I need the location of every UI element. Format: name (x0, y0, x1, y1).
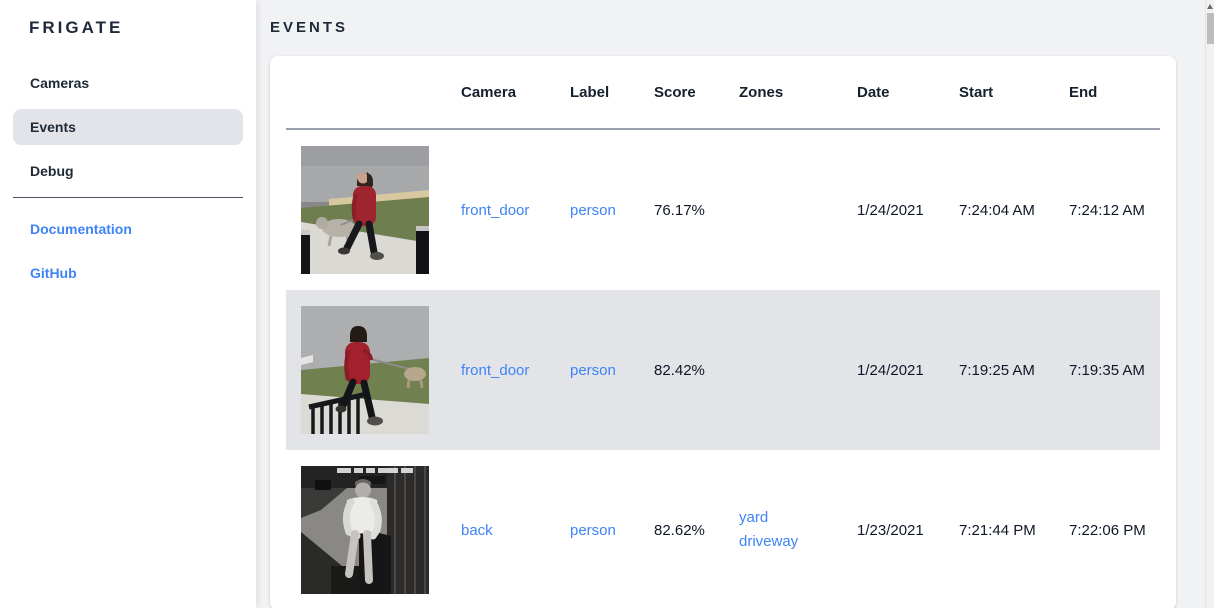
thumbnail-cell (286, 146, 461, 274)
table-header-row: Camera Label Score Zones Date Start End (286, 56, 1160, 130)
sidebar-item-cameras[interactable]: Cameras (13, 61, 243, 105)
thumbnail-cell (286, 466, 461, 594)
start-cell: 7:19:25 AM (959, 361, 1035, 379)
scroll-up-arrow-icon[interactable] (1207, 4, 1213, 9)
camera-cell: front_door (461, 202, 570, 219)
column-header-camera: Camera (461, 83, 517, 101)
zone-link-yard[interactable]: yard (739, 509, 769, 526)
date-cell: 1/23/2021 (857, 521, 924, 539)
score-cell: 82.62% (654, 521, 705, 539)
event-thumbnail-man-night[interactable] (301, 466, 429, 594)
sidebar-nav: Cameras Events Debug (0, 61, 256, 193)
sidebar-item-label: Events (30, 119, 76, 135)
camera-cell: back (461, 522, 570, 539)
sidebar-item-events[interactable]: Events (13, 109, 243, 145)
page-title: EVENTS (270, 19, 349, 36)
label-link[interactable]: person (570, 361, 616, 379)
event-thumbnail-woman-red-hoodie[interactable] (301, 306, 429, 434)
main-content: EVENTS Camera Label Score Zones Date Sta… (256, 0, 1214, 608)
sidebar-divider (13, 197, 243, 198)
sidebar-link-label: GitHub (30, 265, 77, 281)
camera-link[interactable]: front_door (461, 361, 530, 379)
label-cell: person (570, 202, 654, 219)
sidebar-item-label: Cameras (30, 75, 90, 91)
event-thumbnail-woman-red-coat[interactable] (301, 146, 429, 274)
date-cell: 1/24/2021 (857, 201, 924, 219)
camera-link[interactable]: front_door (461, 201, 530, 219)
scrollbar-thumb[interactable] (1207, 13, 1214, 44)
sidebar-links: Documentation GitHub (0, 207, 256, 295)
table-row[interactable]: back person 82.62% yard driveway 1/23/20… (286, 450, 1160, 608)
table-row[interactable]: front_door person 76.17% 1/24/2021 7:24:… (286, 130, 1160, 290)
score-cell: 76.17% (654, 201, 705, 219)
column-header-start: Start (959, 83, 994, 101)
start-cell: 7:24:04 AM (959, 201, 1035, 219)
thumbnail-image (301, 306, 429, 434)
thumbnail-image (301, 146, 429, 274)
sidebar: FRIGATE Cameras Events Debug Documentati… (0, 0, 256, 608)
end-cell: 7:22:06 PM (1069, 521, 1146, 539)
camera-link[interactable]: back (461, 521, 493, 539)
sidebar-item-debug[interactable]: Debug (13, 149, 243, 193)
scrollbar[interactable] (1205, 0, 1214, 608)
column-header-zones: Zones (739, 83, 784, 101)
thumbnail-image (301, 466, 429, 594)
column-header-end: End (1069, 83, 1098, 101)
sidebar-link-label: Documentation (30, 221, 132, 237)
date-cell: 1/24/2021 (857, 361, 924, 379)
sidebar-link-documentation[interactable]: Documentation (13, 207, 243, 251)
table-row[interactable]: front_door person 82.42% 1/24/2021 7:19:… (286, 290, 1160, 450)
label-link[interactable]: person (570, 521, 616, 539)
sidebar-item-label: Debug (30, 163, 74, 179)
camera-cell: front_door (461, 362, 570, 379)
column-header-label: Label (570, 83, 610, 101)
label-cell: person (570, 522, 654, 539)
label-cell: person (570, 362, 654, 379)
zone-link-driveway[interactable]: driveway (739, 533, 799, 550)
label-link[interactable]: person (570, 201, 616, 219)
app-logo[interactable]: FRIGATE (29, 18, 124, 37)
zones-cell: yard driveway (739, 506, 857, 554)
sidebar-link-github[interactable]: GitHub (13, 251, 243, 295)
column-header-score: Score (654, 83, 696, 101)
end-cell: 7:19:35 AM (1069, 361, 1145, 379)
end-cell: 7:24:12 AM (1069, 201, 1145, 219)
column-header-date: Date (857, 83, 890, 101)
score-cell: 82.42% (654, 361, 705, 379)
thumbnail-cell (286, 306, 461, 434)
events-card: Camera Label Score Zones Date Start End (270, 56, 1176, 608)
start-cell: 7:21:44 PM (959, 521, 1036, 539)
